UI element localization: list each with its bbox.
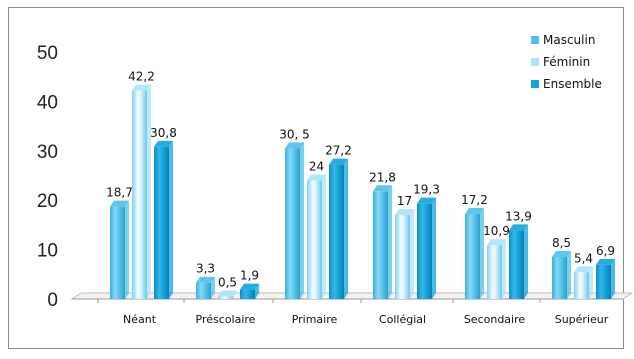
bar-ensemble <box>596 264 611 299</box>
bar-side <box>611 258 616 299</box>
legend-swatch <box>531 80 539 88</box>
bars-layer <box>110 84 616 299</box>
legend: Masculin Féminin Ensemble <box>531 33 602 91</box>
legend-swatch <box>531 36 539 44</box>
bar-féminin <box>487 245 502 299</box>
bar-masculin <box>552 257 567 299</box>
data-label: 3,3 <box>196 262 215 276</box>
x-tick-label: Collégial <box>379 313 426 326</box>
bar-ensemble <box>509 230 524 299</box>
x-tick-label: Néant <box>123 313 157 326</box>
bar-top <box>417 197 437 204</box>
x-tick-label: Primaire <box>292 313 338 326</box>
bar-top <box>373 185 393 192</box>
bar-side <box>255 283 260 299</box>
data-label: 17,2 <box>461 193 488 207</box>
bar-side <box>300 142 305 299</box>
bar-top <box>395 209 415 216</box>
bar-top <box>596 258 616 265</box>
bar-side <box>322 174 327 299</box>
bar-side <box>410 209 415 299</box>
bar-ensemble <box>240 289 255 299</box>
bar-ensemble <box>329 164 344 299</box>
data-label: 0,5 <box>218 276 237 290</box>
data-label: 17 <box>397 194 412 208</box>
bar-top <box>487 239 507 246</box>
data-label: 42,2 <box>128 70 155 84</box>
x-tick-label: Secondaire <box>464 313 526 326</box>
data-label: 30, 5 <box>279 127 310 141</box>
bar-top <box>552 251 572 258</box>
data-label: 19,3 <box>413 183 440 197</box>
bar-top <box>196 276 216 283</box>
bar-top <box>465 208 485 215</box>
bar-side <box>233 290 238 299</box>
bar-masculin <box>196 282 211 299</box>
bar-side <box>211 276 216 299</box>
bar-top <box>240 283 260 290</box>
bar-féminin <box>132 90 147 299</box>
bar-masculin <box>110 206 125 299</box>
data-label: 18,7 <box>106 186 133 200</box>
bar-side <box>567 251 572 299</box>
y-tick-label: 30 <box>37 142 58 163</box>
data-label: 21,8 <box>369 170 396 184</box>
bar-masculin <box>285 148 300 299</box>
y-tick-label: 50 <box>37 43 58 64</box>
data-label: 10,9 <box>483 224 510 238</box>
bar-masculin <box>373 191 388 299</box>
bar-side <box>480 208 485 299</box>
bar-side <box>502 239 507 299</box>
bar-top <box>218 290 238 297</box>
bar-top <box>574 266 594 273</box>
data-label: 13,9 <box>505 209 532 223</box>
y-tick-label: 0 <box>47 290 58 311</box>
data-label: 24 <box>309 159 324 173</box>
bar-side <box>147 84 152 299</box>
x-tick-label: Préscolaire <box>196 313 256 326</box>
bar-top <box>154 140 174 147</box>
data-label: 5,4 <box>574 251 593 265</box>
bar-side <box>589 266 594 299</box>
data-label: 8,5 <box>552 236 571 250</box>
bar-top <box>307 174 327 181</box>
bar-féminin <box>218 296 233 299</box>
data-label: 6,9 <box>596 244 615 258</box>
bar-top <box>132 84 152 91</box>
bar-féminin <box>307 180 322 299</box>
legend-swatch <box>531 58 539 66</box>
y-tick-label: 20 <box>37 191 58 212</box>
bar-féminin <box>395 215 410 299</box>
bar-ensemble <box>417 203 432 299</box>
data-label: 27,2 <box>325 144 352 158</box>
bar-side <box>125 200 130 299</box>
y-tick-label: 10 <box>37 241 58 262</box>
legend-label: Ensemble <box>543 77 602 91</box>
legend-label: Masculin <box>543 33 595 47</box>
bar-top <box>110 200 130 207</box>
bar-side <box>169 140 174 299</box>
x-tick-label: Supérieur <box>555 313 609 326</box>
data-label: 1,9 <box>240 269 259 283</box>
bar-féminin <box>574 272 589 299</box>
bar-top <box>329 158 349 165</box>
bar-top <box>285 142 305 149</box>
legend-label: Féminin <box>543 55 590 69</box>
y-tick-label: 40 <box>37 92 58 113</box>
bar-top <box>509 224 529 231</box>
bar-masculin <box>465 214 480 299</box>
data-label: 30,8 <box>150 126 177 140</box>
bar-side <box>432 197 437 299</box>
bar-ensemble <box>154 146 169 299</box>
bar-side <box>524 224 529 299</box>
bar-side <box>388 185 393 299</box>
bar-side <box>344 158 349 299</box>
